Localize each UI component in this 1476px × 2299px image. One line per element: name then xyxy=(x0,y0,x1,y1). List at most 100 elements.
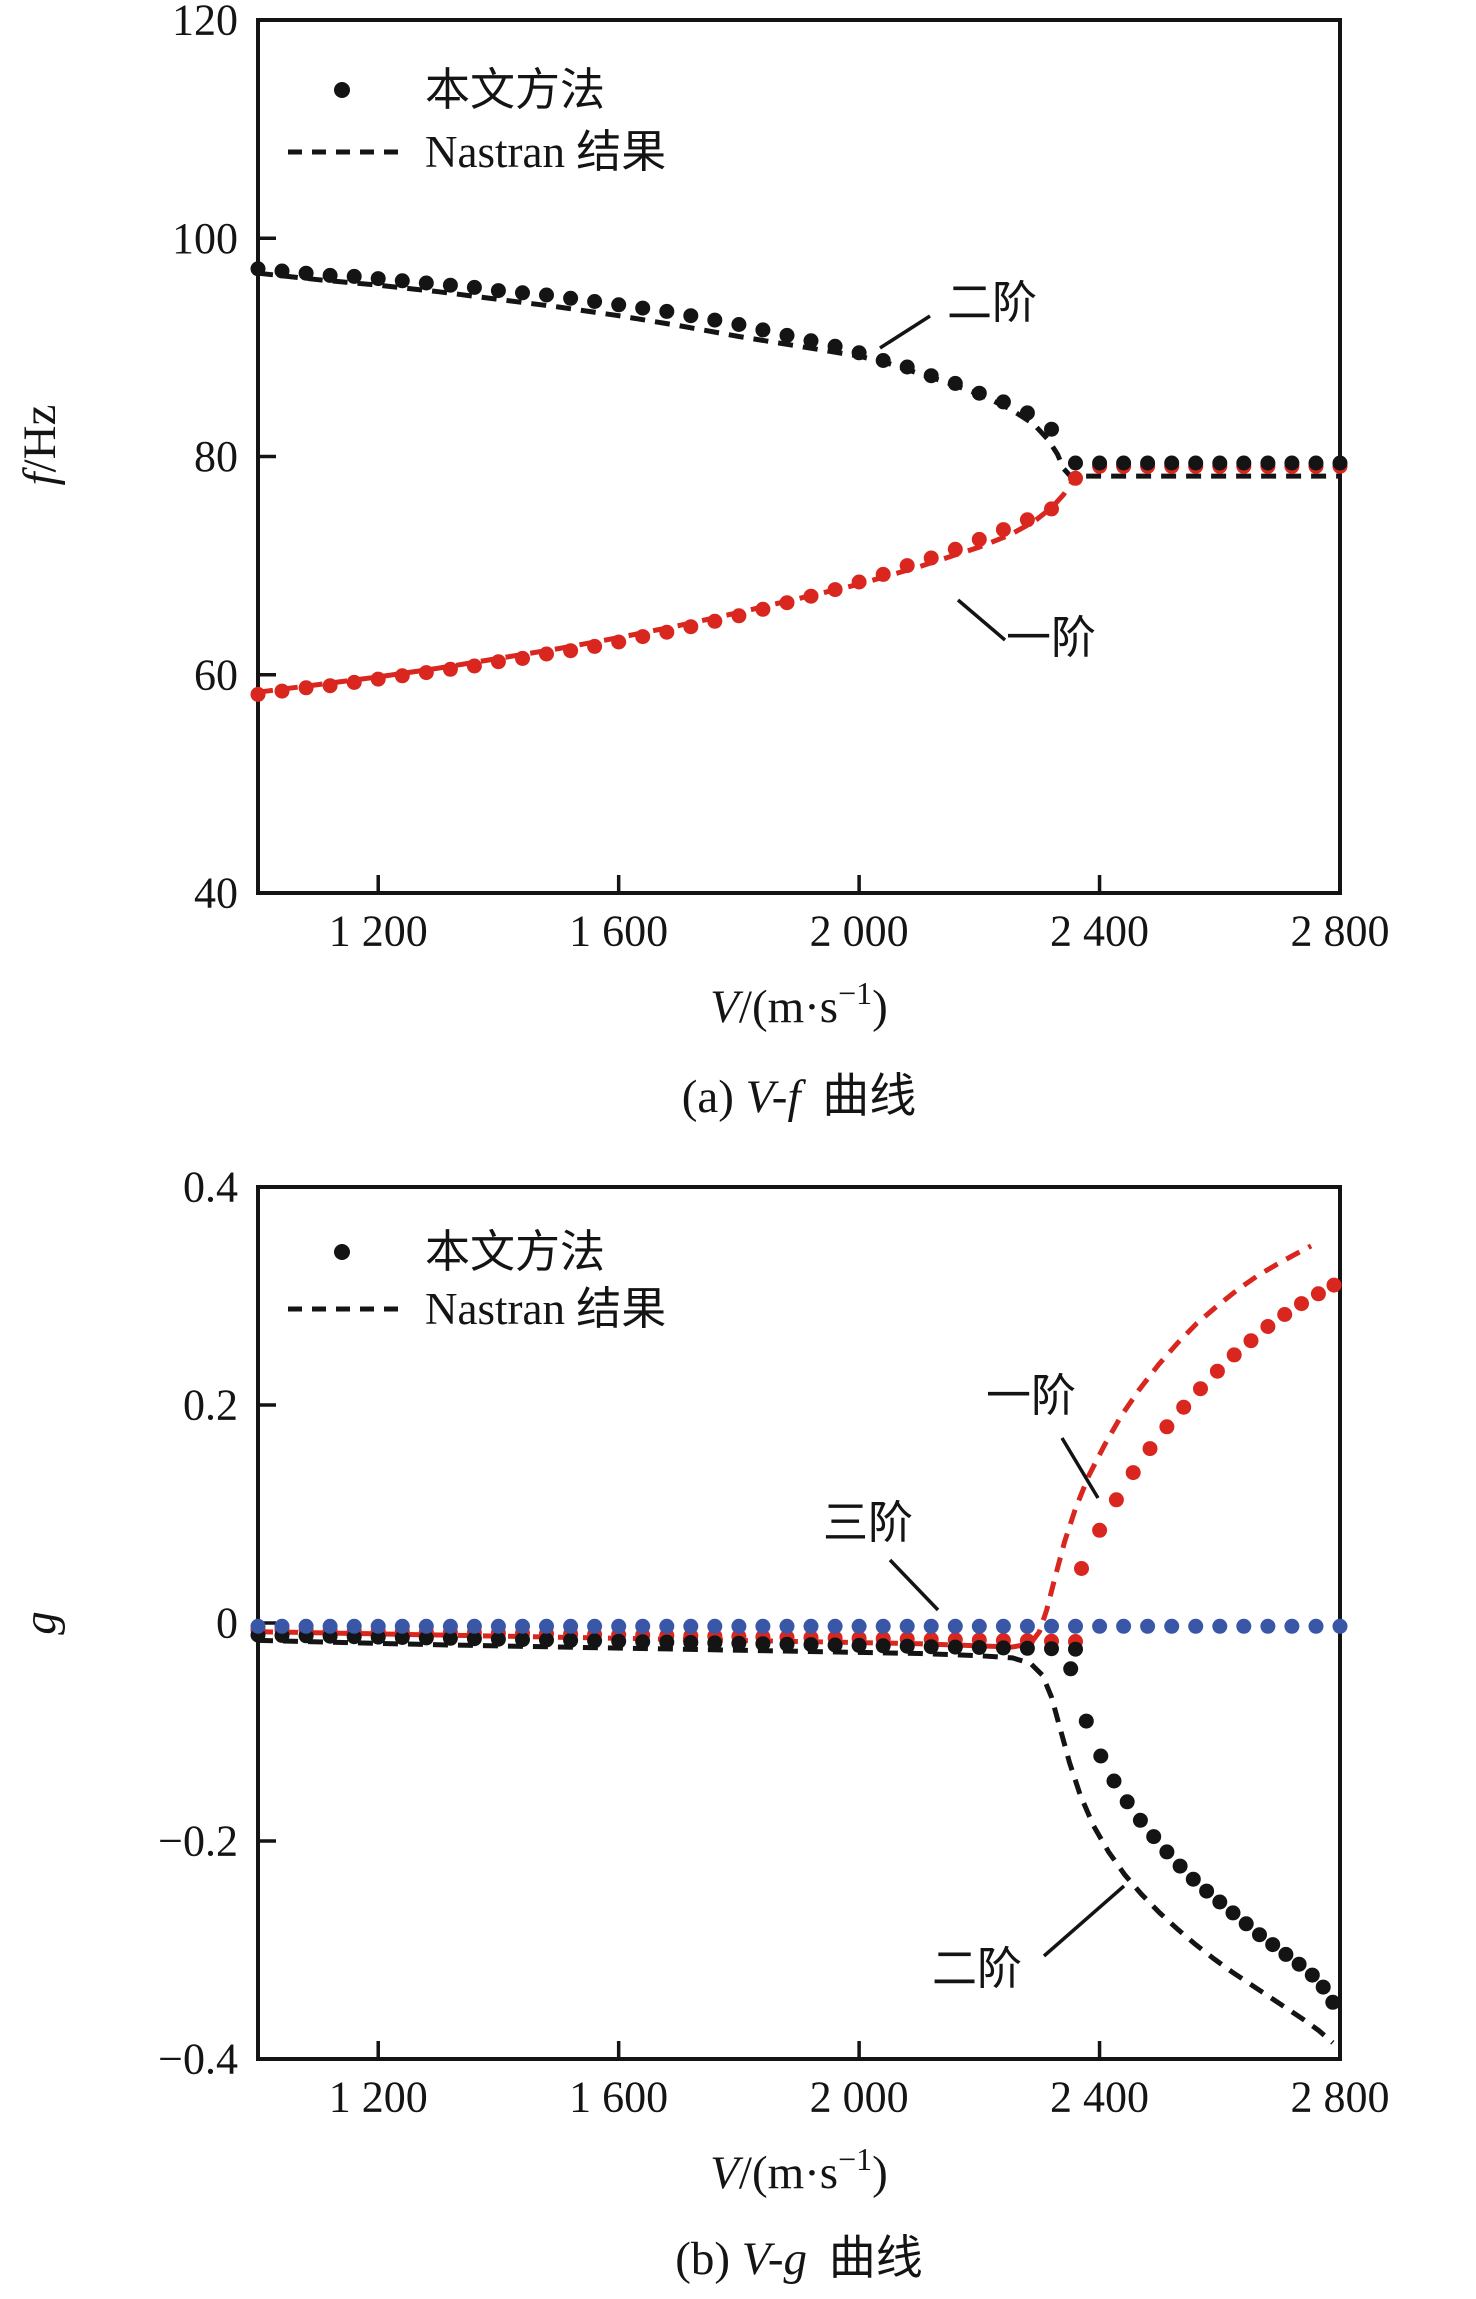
data-dot xyxy=(322,1618,338,1634)
data-dot xyxy=(1063,1661,1079,1677)
data-dot xyxy=(1308,1618,1324,1634)
data-dot xyxy=(539,287,554,303)
series-dots-black xyxy=(250,1627,1341,2010)
data-dot xyxy=(250,686,266,702)
data-dot xyxy=(851,345,867,361)
data-dot xyxy=(1265,1937,1281,1953)
data-dot xyxy=(1308,455,1324,471)
y-tick-label: 120 xyxy=(172,0,238,45)
data-dot xyxy=(394,668,410,684)
data-dot xyxy=(1252,1927,1267,1943)
data-dot xyxy=(947,375,963,391)
data-dot xyxy=(1068,1618,1083,1634)
x-tick-label: 2 800 xyxy=(1291,907,1390,956)
data-dot xyxy=(442,1618,458,1634)
data-dot xyxy=(490,654,506,670)
series-dots-red xyxy=(250,458,1348,702)
data-dot xyxy=(322,267,338,283)
data-dot xyxy=(1106,1773,1122,1789)
data-dot xyxy=(1140,455,1156,471)
data-dot xyxy=(1310,1286,1326,1302)
data-dot xyxy=(274,263,290,279)
y-tick-label: 80 xyxy=(194,432,238,481)
data-dot xyxy=(466,1618,482,1634)
data-dot xyxy=(490,1618,506,1634)
data-dot xyxy=(1193,1381,1208,1397)
chart-a-plot: 1 200 1 600 2 000 2 400 2 800 40 60 80 100 120 二阶一… xyxy=(172,0,1390,956)
data-dot xyxy=(611,1618,627,1634)
data-dot xyxy=(803,588,819,604)
data-dot xyxy=(875,566,891,582)
data-dot xyxy=(515,285,530,301)
legend-method-label: 本文方法 xyxy=(425,1227,605,1277)
data-dot xyxy=(1185,1871,1201,1887)
data-dot xyxy=(1116,1618,1132,1634)
data-dot xyxy=(587,294,603,309)
data-dot xyxy=(851,574,867,590)
data-dot xyxy=(250,1618,266,1634)
chart-a: 1 200 1 600 2 000 2 400 2 800 40 60 80 100 120 二阶一… xyxy=(14,0,1390,1123)
y-tick-label: −0.4 xyxy=(158,2035,238,2084)
data-dot xyxy=(707,312,723,328)
data-dot xyxy=(851,1618,867,1634)
data-dot xyxy=(755,601,771,617)
data-dot xyxy=(1044,421,1059,437)
data-dot xyxy=(1326,1277,1342,1293)
data-dot xyxy=(803,333,819,349)
data-dot xyxy=(539,646,554,662)
annotation-label: 二阶 xyxy=(947,278,1037,328)
data-dot xyxy=(250,261,266,277)
data-dot xyxy=(803,1618,819,1634)
data-dot xyxy=(1225,1905,1241,1921)
chart-b-plot: 1 200 1 600 2 000 2 400 2 800 −0.4 −0.2 0 0.2 0.4… xyxy=(158,1163,1389,2122)
data-dot xyxy=(1125,1465,1141,1481)
data-dot xyxy=(370,1629,386,1645)
data-dot xyxy=(418,1618,434,1634)
data-dot xyxy=(995,522,1011,538)
data-dot xyxy=(1304,1967,1320,1983)
data-dot xyxy=(1044,1641,1059,1657)
data-dot xyxy=(1226,1347,1242,1363)
series-dashed-red xyxy=(257,473,1082,695)
annotation-leader-line xyxy=(879,314,931,350)
data-dot xyxy=(755,1618,771,1634)
data-dot xyxy=(442,661,458,677)
chart-b-legend: 本文方法 Nastran 结果 xyxy=(288,1227,666,1334)
data-dot xyxy=(659,624,675,640)
data-dot xyxy=(1140,1618,1156,1634)
data-dot xyxy=(1074,1561,1089,1576)
series-dots-black xyxy=(250,261,1348,471)
data-dot xyxy=(370,271,386,287)
chart-a-y-axis-title: f/Hz xyxy=(14,405,66,486)
data-dot xyxy=(1209,1363,1225,1379)
data-dot xyxy=(298,680,314,696)
data-dot xyxy=(322,678,338,694)
data-dot xyxy=(1260,455,1276,471)
data-dot xyxy=(1199,1883,1215,1899)
data-dot xyxy=(947,1639,963,1655)
data-dot xyxy=(418,275,434,291)
data-dot xyxy=(1260,1319,1276,1334)
legend-dot-icon xyxy=(334,82,350,98)
data-dot xyxy=(659,1634,675,1650)
plot-frame xyxy=(256,18,1342,895)
data-dot xyxy=(923,1639,939,1655)
data-dot xyxy=(1019,405,1035,421)
data-dot xyxy=(539,1618,554,1634)
data-dot xyxy=(490,283,506,299)
data-dot xyxy=(1108,1492,1124,1508)
data-dot xyxy=(1019,1640,1035,1656)
data-dot xyxy=(563,643,579,659)
data-dot xyxy=(995,1640,1011,1656)
data-dot xyxy=(563,1618,579,1634)
data-dot xyxy=(1116,455,1132,471)
x-tick-label: 1 600 xyxy=(569,2073,668,2122)
chart-b-caption: (b) V-g 曲线 xyxy=(675,2233,923,2285)
data-dot xyxy=(611,634,627,650)
data-dot xyxy=(1212,1894,1228,1910)
data-dot xyxy=(875,353,891,368)
data-dot xyxy=(731,317,747,332)
data-dot xyxy=(635,629,651,645)
data-dot xyxy=(635,300,651,316)
